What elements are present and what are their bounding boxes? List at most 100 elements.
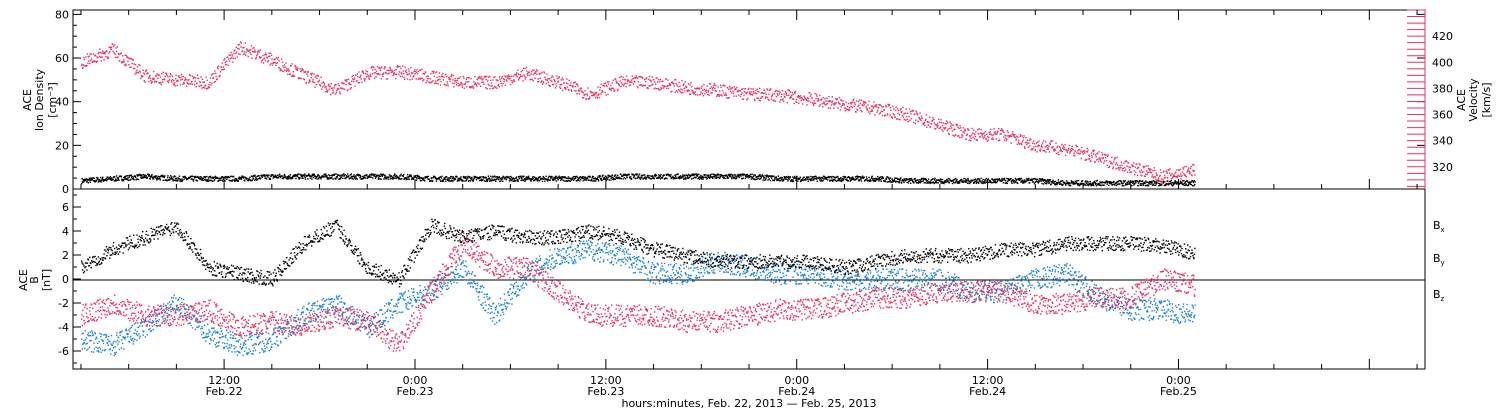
velocity-series-point xyxy=(990,128,992,131)
density-series-point xyxy=(1144,184,1147,187)
velocity-series-point xyxy=(778,93,780,95)
velocity-series-point xyxy=(493,85,496,88)
velocity-series-point xyxy=(87,62,89,64)
density-series-point xyxy=(1074,183,1076,185)
density-series-point xyxy=(562,179,564,181)
velocity-series-point xyxy=(853,105,855,108)
density-series-point xyxy=(762,179,764,181)
velocity-series-point xyxy=(637,86,639,89)
velocity-series-point xyxy=(810,93,812,96)
velocity-series-point xyxy=(683,87,685,89)
velocity-series-point xyxy=(760,92,762,94)
density-series-point xyxy=(531,178,533,181)
velocity-series-point xyxy=(274,62,277,64)
density-series-point xyxy=(481,176,483,178)
density-series-point xyxy=(372,177,374,179)
velocity-series-point xyxy=(870,105,873,107)
density-series-point xyxy=(995,182,997,184)
velocity-series-point xyxy=(1017,136,1019,138)
velocity-series-point xyxy=(1054,149,1057,152)
density-series-point xyxy=(322,176,325,178)
density-series-point xyxy=(572,179,575,182)
density-series-point xyxy=(742,177,744,179)
density-series-point xyxy=(975,182,978,185)
velocity-series-point xyxy=(177,80,179,82)
density-series-point xyxy=(1175,181,1178,183)
velocity-series-point xyxy=(1071,145,1073,147)
density-series-point xyxy=(995,181,998,184)
velocity-series-point xyxy=(160,83,162,86)
density-series-point xyxy=(1034,181,1036,183)
density-series-point xyxy=(1069,184,1072,187)
density-series-point xyxy=(321,176,323,178)
density-series-point xyxy=(184,175,186,178)
velocity-series-point xyxy=(112,43,114,45)
density-series-point xyxy=(166,180,168,182)
density-series-point xyxy=(747,175,749,178)
velocity-series-point xyxy=(199,81,202,83)
density-series-point xyxy=(1174,181,1176,183)
velocity-series-point xyxy=(813,100,815,102)
velocity-series-point xyxy=(596,95,598,97)
density-series-point xyxy=(338,177,340,180)
density-series-point xyxy=(636,177,638,179)
velocity-series-point xyxy=(394,77,397,80)
velocity-series-point xyxy=(243,51,246,53)
velocity-series-point xyxy=(169,75,171,78)
density-series-point xyxy=(156,176,159,178)
density-series-point xyxy=(499,180,501,183)
velocity-series-point xyxy=(389,66,391,69)
velocity-series-point xyxy=(149,75,151,77)
density-series-point xyxy=(496,176,498,178)
velocity-series-point xyxy=(1040,145,1042,148)
velocity-series-point xyxy=(166,80,169,82)
density-series-point xyxy=(408,175,410,178)
density-series-point xyxy=(514,179,517,182)
density-series-point xyxy=(182,179,184,181)
density-series-point xyxy=(259,178,262,180)
density-series-point xyxy=(613,175,616,178)
density-series-point xyxy=(981,182,983,184)
velocity-series-point xyxy=(352,80,355,83)
density-series-point xyxy=(837,176,839,178)
velocity-series-point xyxy=(845,101,847,103)
density-series-point xyxy=(162,179,164,181)
velocity-series-point xyxy=(724,94,727,96)
velocity-series-point xyxy=(1060,150,1062,152)
velocity-series-point xyxy=(231,53,233,56)
density-series-point xyxy=(1153,180,1155,182)
velocity-series-point xyxy=(750,88,752,90)
velocity-series-point xyxy=(1043,150,1046,152)
density-series-point xyxy=(1143,181,1145,183)
density-series-point xyxy=(196,180,199,182)
velocity-series-point xyxy=(82,66,84,69)
density-series-point xyxy=(908,180,910,183)
density-series-point xyxy=(636,174,638,176)
velocity-series-point xyxy=(1080,157,1082,160)
velocity-series-point xyxy=(601,90,603,92)
density-series-point xyxy=(231,180,233,182)
velocity-series-point xyxy=(928,116,931,118)
density-series-point xyxy=(265,174,267,176)
density-series-point xyxy=(129,179,131,181)
velocity-series-point xyxy=(473,81,475,83)
density-series-point xyxy=(416,174,418,177)
density-series-point xyxy=(1180,181,1182,183)
density-series-point xyxy=(517,180,519,182)
density-series-point xyxy=(349,174,352,176)
velocity-series-point xyxy=(992,134,995,136)
density-series-point xyxy=(745,175,747,177)
velocity-series-point xyxy=(783,95,786,98)
density-series-point xyxy=(1185,184,1187,186)
density-series-point xyxy=(475,179,478,181)
velocity-series-point xyxy=(303,71,305,73)
velocity-series-point xyxy=(242,53,245,55)
velocity-series-point xyxy=(1104,154,1106,156)
velocity-series-point xyxy=(913,121,915,123)
density-series-point xyxy=(924,182,927,184)
density-series-point xyxy=(570,177,572,180)
density-series-point xyxy=(838,178,841,180)
velocity-series-point xyxy=(586,93,588,95)
velocity-series-point xyxy=(434,71,436,74)
density-series-point xyxy=(150,176,152,178)
